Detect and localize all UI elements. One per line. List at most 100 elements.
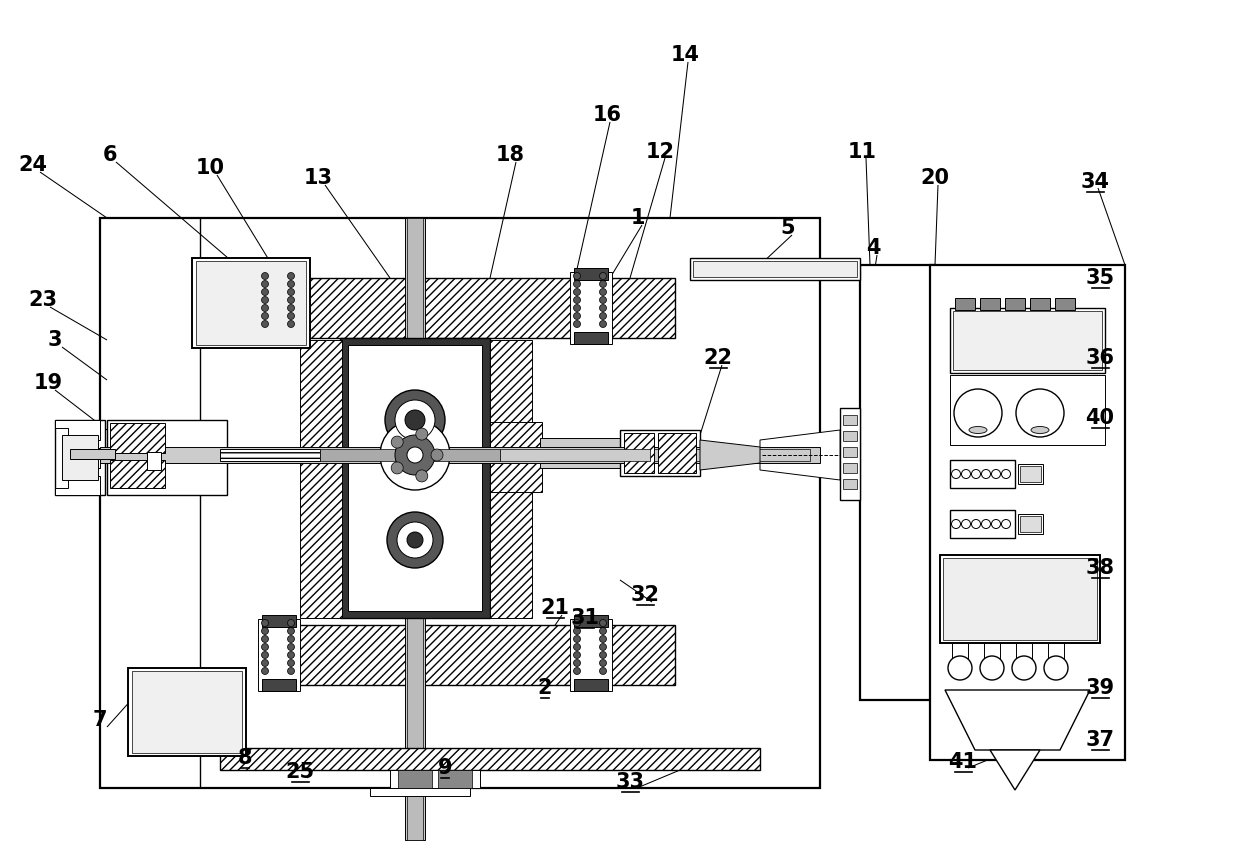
Circle shape — [288, 321, 295, 328]
Bar — [1021, 466, 1042, 482]
Circle shape — [288, 288, 295, 295]
Circle shape — [288, 296, 295, 304]
Bar — [539, 438, 620, 468]
Bar — [950, 460, 1016, 488]
Circle shape — [1002, 470, 1011, 478]
Bar — [258, 619, 300, 691]
Circle shape — [391, 436, 403, 448]
Text: 39: 39 — [1085, 678, 1115, 698]
Bar — [262, 332, 296, 344]
Bar — [405, 218, 425, 840]
Circle shape — [415, 470, 428, 482]
Text: 38: 38 — [1085, 558, 1115, 578]
Bar — [942, 558, 1097, 640]
Circle shape — [288, 627, 295, 635]
Text: 12: 12 — [646, 142, 675, 162]
Circle shape — [961, 519, 971, 528]
Bar — [843, 463, 857, 473]
Circle shape — [599, 627, 606, 635]
Text: 41: 41 — [949, 752, 977, 772]
Circle shape — [992, 470, 1001, 478]
Bar — [262, 679, 296, 691]
Text: 11: 11 — [847, 142, 877, 162]
Bar — [693, 261, 857, 277]
Bar — [262, 268, 296, 280]
Circle shape — [573, 272, 580, 279]
Circle shape — [971, 519, 981, 528]
Bar — [398, 770, 432, 788]
Text: 7: 7 — [93, 710, 107, 730]
Circle shape — [573, 281, 580, 288]
Circle shape — [1002, 519, 1011, 528]
Text: 3: 3 — [48, 330, 62, 350]
Bar — [861, 265, 935, 700]
Circle shape — [387, 512, 443, 568]
Circle shape — [599, 660, 606, 666]
Circle shape — [288, 305, 295, 311]
Bar — [407, 218, 423, 840]
Circle shape — [599, 643, 606, 650]
Circle shape — [982, 470, 991, 478]
Circle shape — [573, 660, 580, 666]
Circle shape — [599, 321, 606, 328]
Circle shape — [599, 312, 606, 319]
Text: 22: 22 — [703, 348, 733, 368]
Bar — [985, 643, 999, 663]
Bar — [843, 415, 857, 425]
Circle shape — [262, 321, 269, 328]
Circle shape — [288, 667, 295, 675]
Circle shape — [573, 296, 580, 304]
Bar — [340, 338, 490, 618]
Bar — [624, 433, 653, 473]
Circle shape — [391, 462, 403, 474]
Circle shape — [262, 652, 269, 659]
Circle shape — [288, 281, 295, 288]
Circle shape — [262, 288, 269, 295]
Bar — [490, 340, 532, 618]
Circle shape — [288, 660, 295, 666]
Text: 8: 8 — [238, 748, 252, 768]
Text: 9: 9 — [438, 758, 453, 778]
Circle shape — [288, 272, 295, 279]
Text: 6: 6 — [103, 145, 118, 165]
Bar — [658, 433, 696, 473]
Bar — [219, 748, 760, 770]
Bar — [370, 788, 470, 796]
Bar — [689, 258, 861, 280]
Circle shape — [573, 643, 580, 650]
Bar — [839, 408, 861, 500]
Bar — [262, 615, 296, 627]
Bar — [100, 447, 820, 463]
Text: 31: 31 — [570, 608, 599, 628]
Circle shape — [980, 656, 1004, 680]
Circle shape — [573, 636, 580, 643]
Text: 32: 32 — [630, 585, 660, 605]
Circle shape — [951, 470, 961, 478]
Text: 24: 24 — [19, 155, 47, 175]
Circle shape — [262, 660, 269, 666]
Circle shape — [262, 627, 269, 635]
Text: 19: 19 — [33, 373, 62, 393]
Circle shape — [288, 636, 295, 643]
Circle shape — [573, 321, 580, 328]
Bar — [500, 449, 650, 461]
Text: 4: 4 — [866, 238, 880, 258]
Text: 14: 14 — [671, 45, 699, 65]
Text: 2: 2 — [538, 678, 552, 698]
Bar — [950, 375, 1105, 445]
Circle shape — [971, 470, 981, 478]
Bar — [69, 449, 115, 459]
Bar — [107, 420, 227, 495]
Text: 25: 25 — [285, 762, 315, 782]
Circle shape — [954, 389, 1002, 437]
Text: 34: 34 — [1080, 172, 1110, 192]
Bar — [930, 265, 1125, 760]
Circle shape — [599, 620, 606, 626]
Circle shape — [599, 272, 606, 279]
Bar — [950, 308, 1105, 373]
Bar — [148, 452, 161, 470]
Circle shape — [288, 312, 295, 319]
Circle shape — [949, 656, 972, 680]
Circle shape — [262, 312, 269, 319]
Circle shape — [599, 652, 606, 659]
